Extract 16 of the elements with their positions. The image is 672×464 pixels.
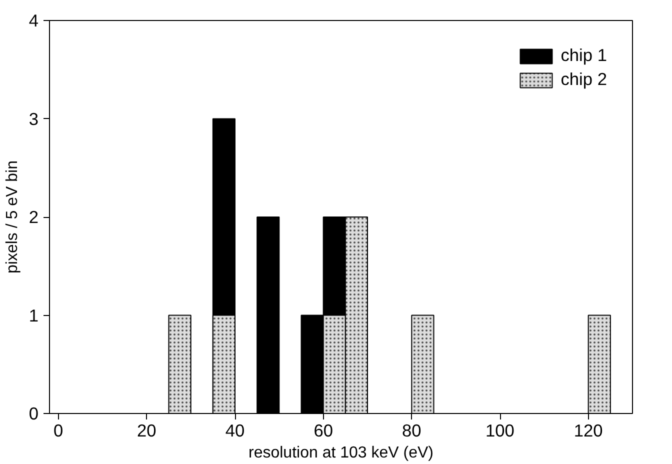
x-tick-label: 120 (574, 420, 603, 440)
x-tick-label: 0 (54, 420, 64, 440)
y-axis-title: pixels / 5 eV bin (4, 160, 21, 274)
x-axis-title: resolution at 103 keV (eV) (248, 444, 434, 462)
y-tick-label: 3 (28, 108, 39, 129)
x-tick-label: 100 (486, 420, 514, 440)
x-tick-label: 80 (402, 420, 422, 440)
y-tick-label: 2 (28, 207, 39, 227)
x-tick-label: 40 (225, 420, 245, 440)
legend-label: chip 1 (560, 45, 607, 66)
x-tick-label: 20 (137, 420, 156, 440)
y-tick-label: 1 (28, 305, 39, 326)
legend-label: chip 2 (560, 69, 607, 90)
x-tick-label: 60 (314, 420, 333, 440)
y-tick-label: 4 (28, 10, 39, 30)
y-tick-label: 0 (28, 404, 39, 424)
